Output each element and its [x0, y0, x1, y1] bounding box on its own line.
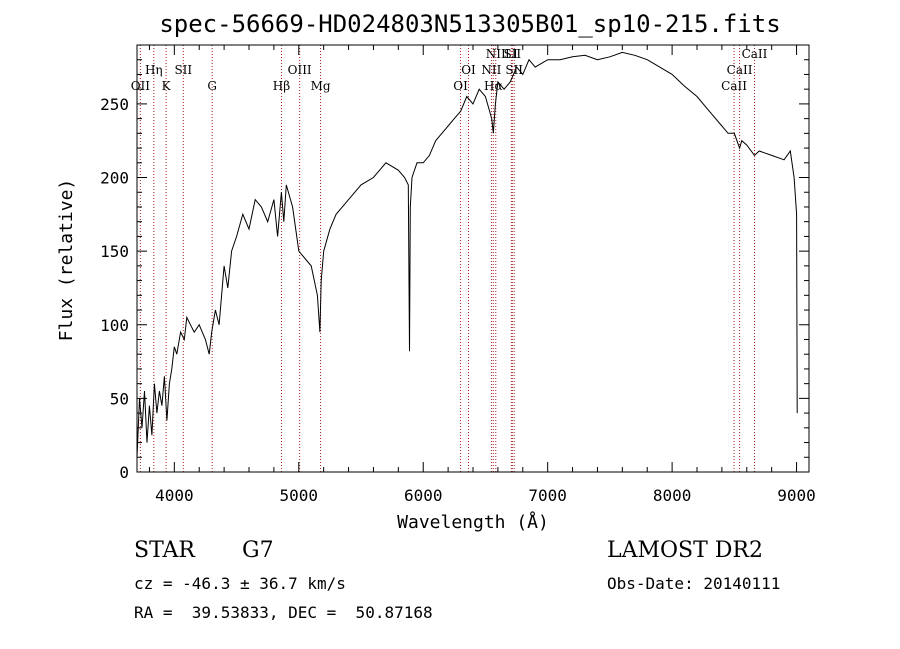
line-label: LI	[505, 47, 518, 61]
line-label: Hβ	[273, 79, 290, 93]
x-tick-label: 7000	[528, 486, 567, 505]
plot-frame	[136, 44, 810, 473]
line-label: Hη	[145, 63, 163, 77]
y-tick-label: 250	[100, 95, 129, 114]
y-tick-label: 150	[100, 242, 129, 261]
y-tick-label: 0	[119, 463, 129, 482]
observation-date: Obs-Date: 20140111	[607, 574, 781, 593]
y-axis-label: Flux (relative)	[56, 179, 77, 342]
x-axis: 4000 5000 6000 7000 8000 9000	[148, 45, 816, 505]
x-tick-label: 8000	[653, 486, 692, 505]
x-axis-label: Wavelength (Å)	[397, 511, 549, 533]
x-tick-label: 9000	[777, 486, 816, 505]
line-label: SII	[174, 63, 192, 77]
line-label: Mg	[311, 79, 331, 93]
line-label: OII	[131, 79, 151, 93]
line-label: SII	[503, 47, 521, 61]
line-markers	[139, 45, 755, 472]
x-tick-label: 5000	[280, 486, 319, 505]
line-label: G	[207, 79, 217, 93]
x-tick-label: 6000	[404, 486, 443, 505]
y-tick-label: 100	[100, 316, 129, 335]
y-axis: 0 50 100 150 200 250	[100, 44, 809, 482]
object-subclass: G7	[242, 538, 274, 563]
spectrum-line	[136, 51, 798, 458]
chart-title: spec-56669-HD024803N513305B01_sp10-215.f…	[159, 10, 780, 38]
line-label: NII	[486, 47, 506, 61]
line-label: CaII	[721, 79, 747, 93]
line-label: OI	[453, 79, 468, 93]
line-label: OIII	[288, 63, 312, 77]
line-label: NII	[481, 63, 501, 77]
survey-name: LAMOST DR2	[607, 538, 763, 563]
line-label: CaII	[727, 63, 753, 77]
y-tick-label: 200	[100, 169, 129, 188]
line-label: OI	[461, 63, 476, 77]
object-class: STAR	[134, 538, 195, 563]
line-label: K	[162, 79, 172, 93]
line-label: CaII	[742, 47, 768, 61]
y-tick-label: 50	[110, 389, 129, 408]
line-label: Hα	[484, 79, 503, 93]
x-tick-label: 4000	[155, 486, 194, 505]
coordinates: RA = 39.53833, DEC = 50.87168	[134, 603, 433, 622]
redshift-info: cz = -46.3 ± 36.7 km/s	[134, 574, 346, 593]
line-label: SII	[505, 63, 523, 77]
